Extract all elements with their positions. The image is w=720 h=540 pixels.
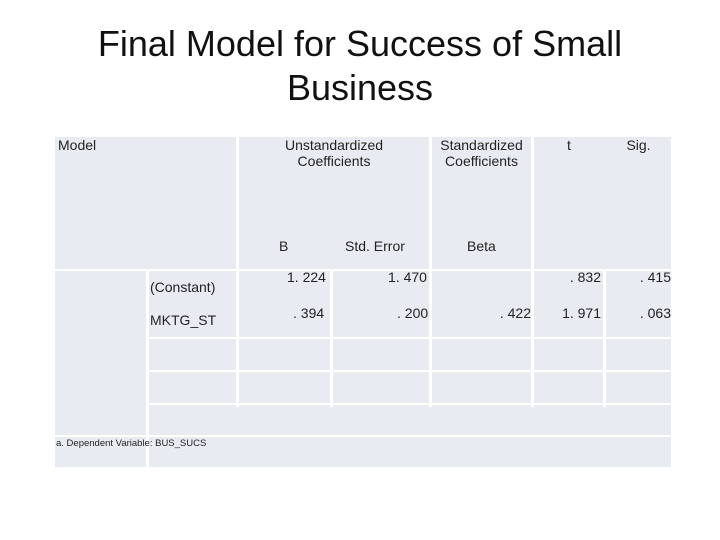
header-model: Model bbox=[58, 137, 97, 153]
cell-mktg-st-beta: . 422 bbox=[499, 305, 531, 321]
header-standardized-line-2: Coefficients bbox=[445, 153, 518, 169]
cell-constant-std-error: 1. 470 bbox=[388, 269, 427, 285]
cell-mktg-st-t: 1. 971 bbox=[562, 305, 601, 321]
grid-line-h4 bbox=[146, 403, 671, 405]
grid-line-v4 bbox=[531, 137, 534, 407]
cell-constant-sig: . 415 bbox=[639, 269, 671, 285]
header-unstandardized-line-1: Unstandardized bbox=[284, 137, 384, 153]
grid-line-v1 bbox=[236, 137, 239, 407]
subheader-beta: Beta bbox=[467, 238, 496, 254]
grid-line-h1 bbox=[55, 269, 671, 271]
header-standardized: Standardized Coefficients bbox=[432, 137, 531, 169]
table-footnote: a. Dependent Variable: BUS_SUCS bbox=[56, 438, 207, 449]
cell-mktg-st-std-error: . 200 bbox=[397, 305, 429, 321]
coefficients-table: Model Unstandardized Coefficients Standa… bbox=[55, 137, 671, 467]
slide-title: Final Model for Success of Small Busines… bbox=[60, 22, 660, 110]
header-sig: Sig. bbox=[626, 137, 651, 153]
cell-mktg-st-b: . 394 bbox=[293, 305, 325, 321]
grid-line-h5 bbox=[55, 435, 671, 437]
row-label-constant: (Constant) bbox=[150, 279, 216, 295]
header-standardized-line-1: Standardized bbox=[440, 137, 523, 153]
grid-line-h2 bbox=[146, 337, 671, 339]
header-unstandardized: Unstandardized Coefficients bbox=[239, 137, 429, 169]
row-label-mktg-st: MKTG_ST bbox=[150, 312, 217, 328]
slide-title-line-2: Business bbox=[286, 67, 434, 108]
cell-constant-t: . 832 bbox=[569, 269, 601, 285]
subheader-std-error: Std. Error bbox=[345, 238, 405, 254]
cell-constant-b: 1. 224 bbox=[287, 269, 326, 285]
cell-mktg-st-sig: . 063 bbox=[639, 305, 671, 321]
header-t: t bbox=[567, 137, 571, 153]
grid-line-v3 bbox=[429, 137, 432, 407]
header-unstandardized-line-2: Coefficients bbox=[297, 153, 371, 169]
subheader-b: B bbox=[279, 238, 289, 254]
slide-title-line-1: Final Model for Success of Small bbox=[97, 23, 623, 64]
grid-line-h3 bbox=[146, 370, 671, 372]
grid-line-v2 bbox=[146, 270, 149, 467]
